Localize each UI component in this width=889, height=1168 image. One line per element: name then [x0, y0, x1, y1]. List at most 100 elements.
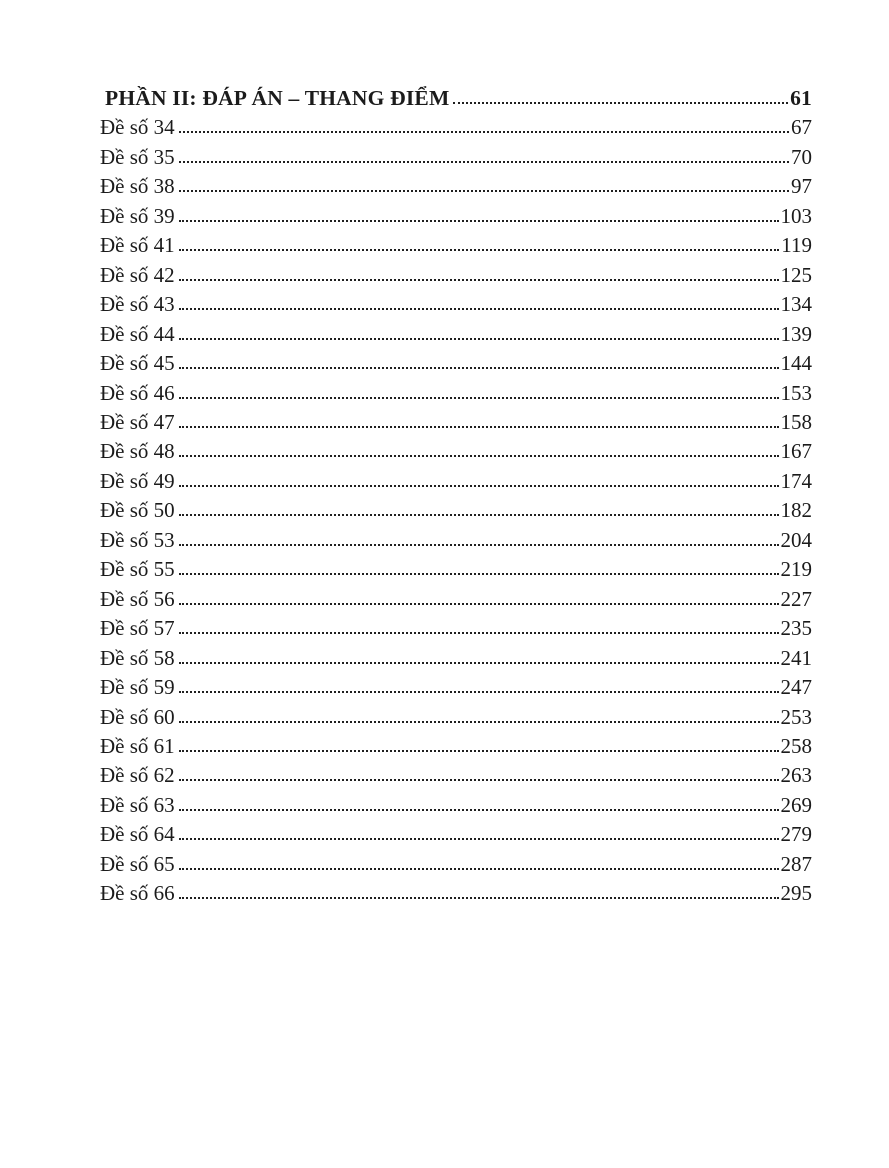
toc-entry-page: 263	[780, 763, 813, 788]
dot-leader	[178, 720, 779, 723]
toc-entry-page: 247	[780, 675, 813, 700]
toc-entry-page: 144	[780, 351, 813, 376]
toc-entry-label: Đề số 62	[100, 763, 175, 788]
toc-list: PHẦN II: ĐÁP ÁN – THANG ĐIỂM 61 Đề số 34…	[100, 84, 812, 909]
toc-entry-label: Đề số 38	[100, 174, 175, 199]
toc-entry-row: Đề số 34 67	[100, 113, 812, 142]
toc-entry-row: Đề số 39 103	[100, 202, 812, 231]
dot-leader	[178, 308, 779, 311]
dot-leader	[178, 514, 779, 517]
toc-entry-row: Đề số 58 241	[100, 644, 812, 673]
toc-heading-row: PHẦN II: ĐÁP ÁN – THANG ĐIỂM 61	[100, 84, 812, 113]
toc-entry-label: Đề số 41	[100, 233, 175, 258]
toc-entry-row: Đề số 44 139	[100, 320, 812, 349]
toc-entry-page: 97	[791, 174, 812, 199]
toc-entry-label: Đề số 46	[100, 380, 175, 405]
toc-entry-label: Đề số 48	[100, 439, 175, 464]
toc-entry-row: Đề số 53 204	[100, 526, 812, 555]
toc-entry-page: 279	[780, 822, 813, 847]
toc-entry-label: Đề số 61	[100, 733, 175, 758]
toc-entry-page: 139	[780, 321, 813, 346]
toc-entry-label: Đề số 35	[100, 144, 175, 169]
toc-entry-row: Đề số 62 263	[100, 761, 812, 790]
dot-leader	[178, 160, 789, 163]
dot-leader	[178, 661, 779, 664]
dot-leader	[178, 337, 779, 340]
toc-entry-page: 70	[791, 144, 812, 169]
dot-leader	[178, 632, 779, 635]
toc-entry-page: 174	[780, 468, 813, 493]
toc-entry-page: 204	[780, 527, 813, 552]
toc-entry-row: Đề số 66 295	[100, 879, 812, 908]
toc-entry-row: Đề số 48 167	[100, 437, 812, 466]
toc-entry-row: Đề số 59 247	[100, 673, 812, 702]
toc-entry-row: Đề số 57 235	[100, 614, 812, 643]
dot-leader	[178, 425, 779, 428]
dot-leader	[178, 455, 779, 458]
toc-entry-row: Đề số 41 119	[100, 231, 812, 260]
dot-leader	[178, 219, 779, 222]
dot-leader	[178, 249, 780, 252]
toc-entry-label: Đề số 58	[100, 645, 175, 670]
toc-entry-row: Đề số 60 253	[100, 703, 812, 732]
toc-entry-row: Đề số 50 182	[100, 496, 812, 525]
toc-entry-row: Đề số 45 144	[100, 349, 812, 378]
toc-entry-page: 241	[780, 645, 813, 670]
dot-leader	[178, 602, 779, 605]
toc-entry-page: 167	[780, 439, 813, 464]
toc-entry-row: Đề số 61 258	[100, 732, 812, 761]
dot-leader	[178, 278, 779, 281]
toc-heading-label: PHẦN II: ĐÁP ÁN – THANG ĐIỂM	[105, 86, 450, 110]
toc-entry-page: 158	[780, 409, 813, 434]
toc-entry-label: Đề số 66	[100, 881, 175, 906]
dot-leader	[178, 573, 779, 576]
dot-leader	[178, 779, 779, 782]
dot-leader	[178, 691, 779, 694]
toc-entry-page: 219	[780, 557, 813, 582]
dot-leader	[178, 190, 789, 193]
toc-entry-page: 153	[780, 380, 813, 405]
toc-entry-label: Đề số 59	[100, 675, 175, 700]
toc-entry-page: 182	[780, 498, 813, 523]
dot-leader	[178, 897, 779, 900]
dot-leader	[178, 808, 779, 811]
toc-entry-page: 253	[780, 704, 813, 729]
toc-entry-page: 125	[780, 262, 813, 287]
toc-heading-page: 61	[790, 86, 812, 110]
toc-entry-row: Đề số 65 287	[100, 850, 812, 879]
toc-entry-label: Đề số 64	[100, 822, 175, 847]
toc-entry-label: Đề số 45	[100, 351, 175, 376]
toc-entry-page: 67	[791, 115, 812, 140]
toc-entry-label: Đề số 50	[100, 498, 175, 523]
dot-leader	[178, 543, 779, 546]
toc-entry-row: Đề số 46 153	[100, 379, 812, 408]
toc-entry-row: Đề số 43 134	[100, 290, 812, 319]
dot-leader	[178, 396, 779, 399]
toc-entry-label: Đề số 39	[100, 203, 175, 228]
toc-entry-page: 287	[780, 851, 813, 876]
toc-entry-label: Đề số 53	[100, 527, 175, 552]
dot-leader	[178, 484, 779, 487]
dot-leader	[178, 867, 779, 870]
dot-leader	[178, 749, 779, 752]
toc-entry-label: Đề số 57	[100, 616, 175, 641]
toc-entry-page: 103	[780, 203, 813, 228]
toc-entry-row: Đề số 35 70	[100, 143, 812, 172]
toc-entry-label: Đề số 65	[100, 851, 175, 876]
toc-entry-label: Đề số 44	[100, 321, 175, 346]
toc-entry-label: Đề số 42	[100, 262, 175, 287]
toc-entry-row: Đề số 42 125	[100, 261, 812, 290]
toc-entry-page: 269	[780, 792, 813, 817]
toc-entry-row: Đề số 55 219	[100, 555, 812, 584]
toc-entry-page: 235	[780, 616, 813, 641]
toc-entry-row: Đề số 38 97	[100, 172, 812, 201]
toc-entry-page: 258	[780, 733, 813, 758]
toc-entry-label: Đề số 47	[100, 409, 175, 434]
toc-entry-label: Đề số 49	[100, 468, 175, 493]
toc-entry-row: Đề số 47 158	[100, 408, 812, 437]
toc-entry-page: 227	[780, 586, 813, 611]
toc-entry-label: Đề số 63	[100, 792, 175, 817]
dot-leader	[178, 838, 779, 841]
toc-entry-row: Đề số 63 269	[100, 791, 812, 820]
